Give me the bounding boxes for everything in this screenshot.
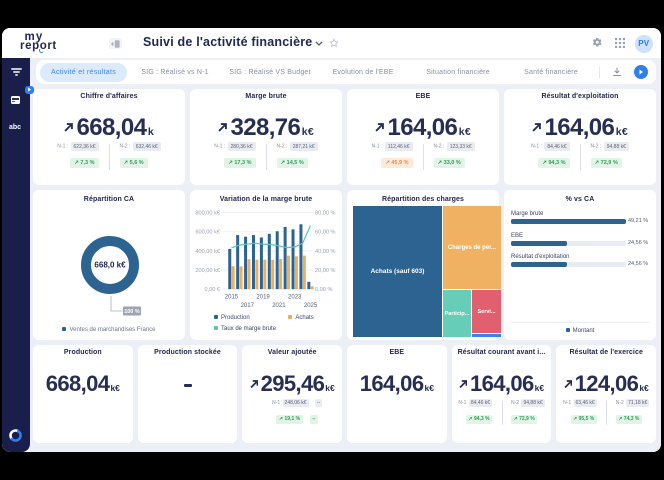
svg-text:20,00 %: 20,00 % xyxy=(315,268,336,274)
svg-text:40,00 %: 40,00 % xyxy=(315,249,336,255)
svg-text:2019: 2019 xyxy=(256,295,270,301)
svg-text:2017: 2017 xyxy=(241,303,255,309)
svg-text:2015: 2015 xyxy=(225,295,239,301)
svg-text:80,00 %: 80,00 % xyxy=(315,211,336,217)
svg-text:2023: 2023 xyxy=(288,295,302,301)
svg-text:600,00 k€: 600,00 k€ xyxy=(195,230,220,236)
svg-text:668,0 k€: 668,0 k€ xyxy=(94,261,126,270)
svg-text:60,00 %: 60,00 % xyxy=(315,230,336,236)
svg-text:0,00 %: 0,00 % xyxy=(315,287,332,293)
svg-text:200,00 k€: 200,00 k€ xyxy=(195,268,220,274)
svg-text:0,00 €: 0,00 € xyxy=(204,287,220,293)
svg-text:800,00 k€: 800,00 k€ xyxy=(195,211,220,217)
svg-text:400,00 k€: 400,00 k€ xyxy=(195,249,220,255)
svg-text:100 %: 100 % xyxy=(124,309,140,315)
svg-text:2025: 2025 xyxy=(304,303,318,309)
svg-text:2021: 2021 xyxy=(272,303,286,309)
